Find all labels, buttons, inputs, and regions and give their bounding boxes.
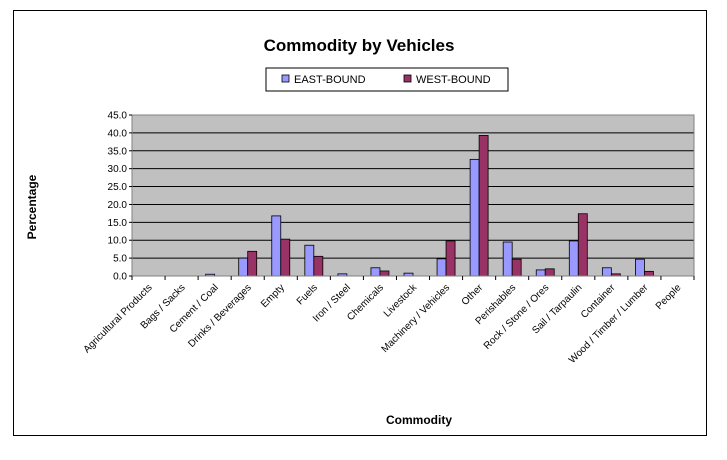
chart-title: Commodity by Vehicles — [264, 36, 455, 55]
bar-east-bound — [502, 241, 513, 277]
legend-box — [265, 67, 509, 92]
bar-east-bound — [436, 258, 447, 277]
x-tick-label: Other — [460, 282, 486, 308]
bar-east-bound — [271, 215, 282, 277]
y-tick-label: 40.0 — [108, 128, 128, 139]
y-tick-label: 35.0 — [108, 146, 128, 157]
bar-east-bound — [601, 267, 612, 277]
axes — [129, 114, 695, 280]
bar-east-bound — [568, 240, 579, 277]
bar-east-bound — [469, 158, 480, 277]
x-tick-label: People — [654, 282, 684, 312]
y-axis-title: Percentage — [25, 174, 39, 239]
y-tick-labels: 0.0 5.0 10.0 15.0 20.0 25.0 30.0 35.0 40.0 45.0 — [108, 111, 128, 283]
bar-east-bound — [635, 258, 645, 277]
x-tick-label: Empty — [259, 282, 287, 310]
y-tick-label: 30.0 — [108, 164, 128, 175]
bar-east-bound — [535, 269, 546, 277]
legend-swatch-east-bound — [281, 74, 290, 83]
bar-east-bound — [304, 244, 315, 277]
legend-swatch-west-bound — [403, 74, 412, 83]
bar-west-bound — [445, 240, 456, 277]
plot-area — [132, 115, 694, 276]
legend: EAST-BOUND WEST-BOUND — [265, 67, 509, 92]
bar-chart: Commodity by Vehicles EAST-BOUND WEST-BO… — [25, 36, 695, 427]
bar-west-bound — [577, 213, 588, 277]
y-tick-label: 45.0 — [108, 111, 128, 122]
plot-border — [131, 114, 695, 277]
bar-west-bound — [478, 134, 489, 277]
bar-west-bound — [544, 268, 555, 277]
plot-background — [132, 115, 694, 276]
y-tick-label: 15.0 — [108, 218, 128, 229]
y-tick-label: 20.0 — [108, 200, 128, 211]
bar-west-bound — [379, 270, 390, 277]
chart-frame: Commodity by Vehicles EAST-BOUND WEST-BO… — [13, 10, 707, 436]
bar-west-bound — [280, 238, 291, 277]
bar-west-bound — [511, 258, 522, 277]
bar-west-bound — [247, 250, 258, 277]
bar-east-bound — [370, 267, 381, 277]
bar-west-bound — [644, 270, 654, 277]
legend-label-east-bound: EAST-BOUND — [294, 74, 366, 86]
y-tick-label: 10.0 — [108, 236, 128, 247]
x-tick-label: Chemicals — [345, 282, 386, 323]
x-axis-title: Commodity — [386, 413, 452, 427]
x-tick-label: Fuels — [295, 282, 320, 307]
bar-west-bound — [313, 255, 324, 277]
legend-label-west-bound: WEST-BOUND — [416, 74, 491, 86]
bar-east-bound — [238, 257, 249, 277]
y-tick-label: 25.0 — [108, 182, 128, 193]
y-tick-label: 5.0 — [113, 254, 127, 265]
x-tick-label: Drinks / Beverages — [186, 282, 254, 350]
y-tick-label: 0.0 — [113, 272, 127, 283]
